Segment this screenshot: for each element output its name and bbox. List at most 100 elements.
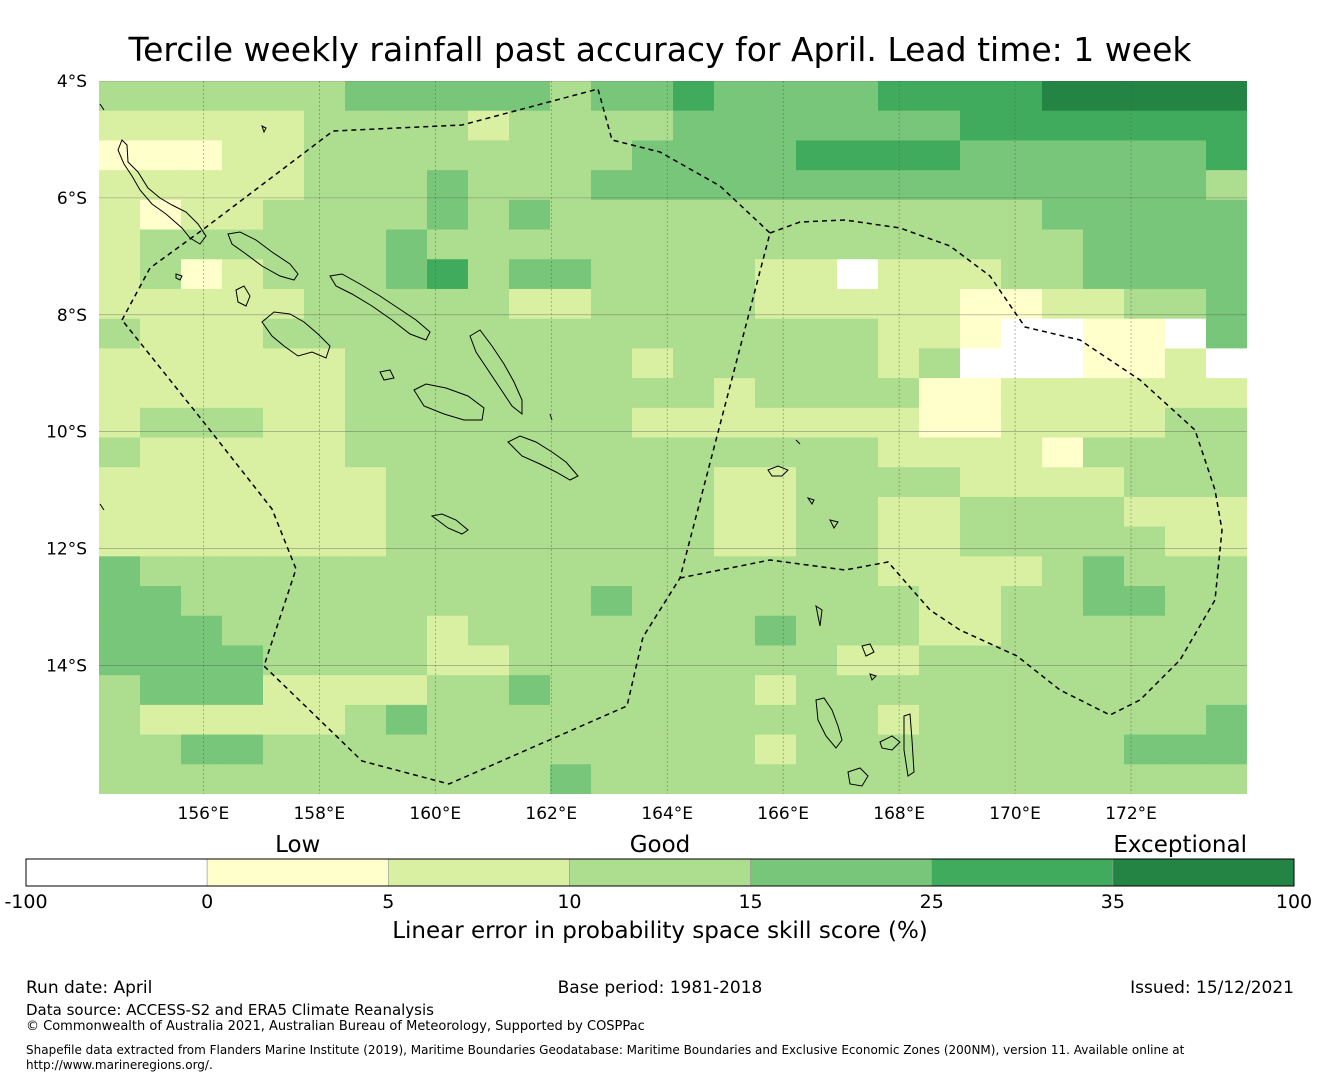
grid-cell [386,140,428,171]
grid-cell [673,526,715,557]
grid-cell [99,199,141,231]
latitude-label: 4°S [57,72,87,92]
grid-cell [1206,229,1247,260]
grid-cell [1042,526,1084,557]
grid-cell [427,586,469,617]
grid-cell [591,704,633,736]
grid-cell [960,407,1002,439]
grid-cell [591,81,633,112]
grid-cell [1206,467,1247,498]
grid-cell [99,288,141,320]
grid-cell [960,704,1002,736]
grid-cell [345,734,387,765]
grid-cell [386,81,428,112]
grid-cell [714,199,756,231]
grid-cell [140,81,182,112]
grid-cell [919,586,961,617]
colorbar-segment [931,858,1114,887]
grid-cell [509,615,551,647]
grid-cell [386,675,428,706]
grid-cell [1042,199,1084,231]
grid-cell [755,645,797,676]
grid-cell [468,526,510,557]
grid-cell [1206,615,1247,647]
grid-cell [960,526,1002,557]
grid-cell [960,140,1002,171]
grid-cell [673,170,715,201]
grid-cell [509,645,551,676]
grid-cell [796,556,838,587]
grid-cell [263,496,305,528]
latitude-label: 14°S [46,656,87,676]
grid-cell [591,556,633,587]
colorbar-segment [1112,858,1295,887]
grid-cell [181,734,223,765]
grid-cell [386,526,428,557]
grid-cell [714,615,756,647]
grid-cell [181,140,223,171]
grid-cell [304,437,346,468]
grid-cell [304,348,346,379]
grid-cell [140,586,182,617]
grid-cell [755,615,797,647]
grid-cell [632,496,674,528]
grid-cell [181,704,223,736]
grid-cell [673,615,715,647]
grid-cell [1083,259,1125,290]
grid-cell [960,229,1002,260]
grid-cell [222,526,264,557]
grid-cell [632,110,674,142]
grid-cell [591,170,633,201]
grid-cell [181,378,223,409]
grid-cell [796,675,838,706]
grid-cell [222,556,264,587]
grid-cell [468,734,510,765]
grid-cell [632,288,674,320]
grid-cell [1124,229,1166,260]
grid-cell [468,496,510,528]
grid-cell [837,81,879,112]
grid-cell [837,378,879,409]
grid-cell [1001,764,1043,794]
grid-cell [345,675,387,706]
grid-cell [591,615,633,647]
grid-cell [755,764,797,794]
grid-cell [837,496,879,528]
grid-cell [1124,407,1166,439]
grid-cell [1083,81,1125,112]
grid-cell [1083,318,1125,349]
grid-cell [1165,675,1207,706]
grid-cell [1001,407,1043,439]
eez-vanuatu [679,219,1223,716]
grid-cell [1001,348,1043,379]
grid-cell [878,764,920,794]
grid-cell [878,675,920,706]
grid-cell [222,378,264,409]
grid-cell [304,170,346,201]
colorbar-category-label: Low [275,832,320,858]
grid-cell [714,586,756,617]
grid-cell [1124,764,1166,794]
grid-cell [796,199,838,231]
grid-cell [222,407,264,439]
grid-cell [1001,526,1043,557]
grid-cell [919,170,961,201]
grid-cell [345,645,387,676]
grid-cell [1165,586,1207,617]
grid-cell [345,496,387,528]
grid-cell [509,170,551,201]
grid-cell [591,140,633,171]
grid-cell [263,348,305,379]
grid-cell [140,407,182,439]
grid-cell [1083,556,1125,587]
grid-cell [714,140,756,171]
grid-cell [1165,110,1207,142]
colorbar-label: Linear error in probability space skill … [392,918,928,944]
grid-cell [1083,170,1125,201]
grid-cell [960,199,1002,231]
grid-cell [1042,229,1084,260]
grid-cell [878,496,920,528]
grid-cell [99,318,141,349]
longitude-label: 160°E [409,804,461,824]
grid-cell [1042,110,1084,142]
